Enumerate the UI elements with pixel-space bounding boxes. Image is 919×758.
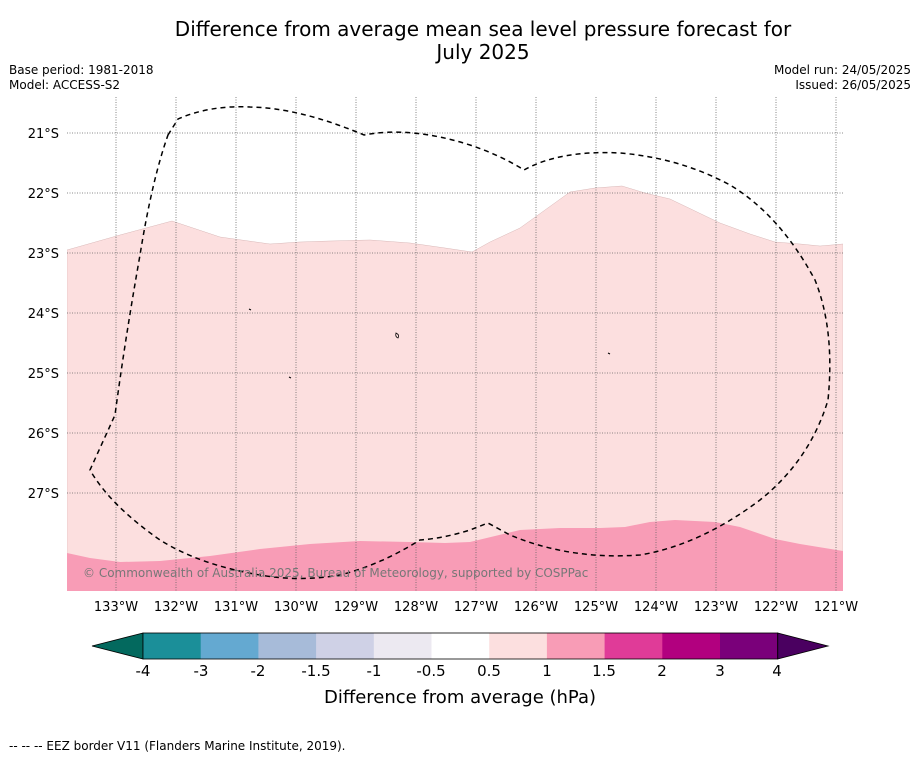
colorbar-tick: 4 [772, 662, 782, 680]
colorbar-tick: 2 [657, 662, 667, 680]
colorbar-segment [720, 633, 779, 659]
lon-label: 125°W [574, 600, 618, 615]
colorbar-extend-high [777, 632, 830, 660]
colorbar-tick: -2 [251, 662, 266, 680]
eez-border [89, 106, 831, 580]
copyright-text: © Commonwealth of Australia 2025, Bureau… [83, 566, 588, 580]
lon-label: 124°W [634, 600, 678, 615]
map-area: © Commonwealth of Australia 2025, Bureau… [67, 97, 843, 591]
graticule [67, 97, 843, 591]
colorbar-segment [546, 633, 606, 659]
colorbar-tick: 0.5 [477, 662, 501, 680]
colorbar-segment [258, 633, 317, 659]
colorbar-segment [431, 633, 490, 659]
lon-label: 129°W [334, 600, 378, 615]
island-3 [607, 352, 611, 355]
lon-label: 122°W [754, 600, 798, 615]
map-title: Difference from average mean sea level p… [174, 17, 792, 64]
colorbar-tick: -1.5 [301, 662, 330, 680]
lat-label: 24°S [28, 307, 59, 322]
colorbar-tick: -0.5 [416, 662, 445, 680]
colorbar-segment [200, 633, 259, 659]
pressure-band-light-pink [67, 185, 843, 591]
lon-label: 132°W [154, 600, 198, 615]
lon-label: 130°W [274, 600, 318, 615]
base-period-text: Base period: 1981-2018 [9, 63, 154, 77]
colorbar-tick: -3 [194, 662, 209, 680]
colorbar-segment [604, 633, 663, 659]
colorbar [91, 632, 830, 660]
colorbar-outline [142, 632, 779, 660]
pressure-band-pink [67, 520, 843, 591]
colorbar-tick: -4 [136, 662, 151, 680]
colorbar-segment [373, 633, 432, 659]
lat-labels: 21°S 22°S 23°S 24°S 25°S 26°S 27°S [28, 127, 59, 502]
colorbar-tick: -1 [367, 662, 382, 680]
model-text: Model: ACCESS-S2 [9, 78, 121, 92]
lon-label: 126°W [514, 600, 558, 615]
lat-label: 25°S [28, 367, 59, 382]
issued-text: Issued: 26/05/2025 [795, 78, 911, 92]
info-right: Model run: 24/05/2025 Issued: 26/05/2025 [774, 63, 911, 93]
lon-label: 133°W [94, 600, 138, 615]
colorbar-extend-low [91, 632, 144, 660]
lon-labels: 133°W 132°W 131°W 130°W 129°W 128°W 127°… [94, 600, 858, 615]
colorbar-segment [489, 633, 548, 659]
lon-label: 123°W [694, 600, 738, 615]
eez-legend-text: -- -- -- EEZ border V11 (Flanders Marine… [9, 739, 346, 753]
info-left: Base period: 1981-2018 Model: ACCESS-S2 [9, 63, 154, 93]
lat-label: 23°S [28, 247, 59, 262]
colorbar-tick: 1.5 [592, 662, 616, 680]
colorbar-segment [316, 633, 375, 659]
lat-label: 27°S [28, 487, 59, 502]
lon-label: 128°W [394, 600, 438, 615]
island-1 [248, 308, 252, 311]
colorbar-segment [143, 633, 202, 659]
colorbar-tick: 1 [542, 662, 552, 680]
island-2 [395, 332, 400, 339]
colorbar-ticks: -4 -3 -2 -1.5 -1 -0.5 0.5 1 1.5 2 3 4 [136, 662, 782, 680]
lat-label: 26°S [28, 427, 59, 442]
lon-label: 131°W [214, 600, 258, 615]
colorbar-segment [662, 633, 721, 659]
lat-label: 22°S [28, 187, 59, 202]
island-4 [288, 376, 292, 379]
colorbar-label: Difference from average (hPa) [324, 687, 596, 708]
lat-label: 21°S [28, 127, 59, 142]
model-run-text: Model run: 24/05/2025 [773, 63, 911, 77]
colorbar-tick: 3 [715, 662, 725, 680]
lon-label: 121°W [814, 600, 858, 615]
lon-label: 127°W [454, 600, 498, 615]
